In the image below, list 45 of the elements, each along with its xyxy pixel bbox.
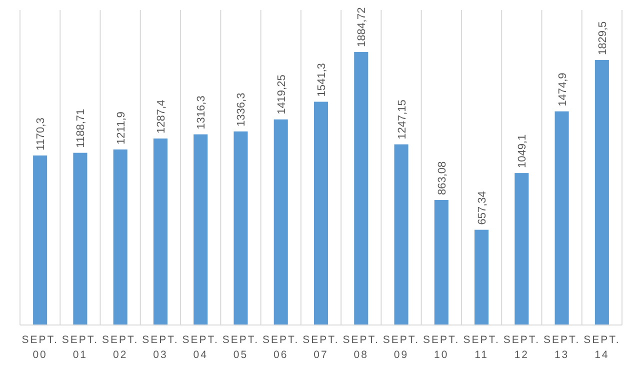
bar (554, 111, 569, 325)
data-label: 1884,72 (356, 7, 368, 47)
data-label: 1829,5 (596, 21, 609, 55)
bar (194, 134, 208, 325)
bar (514, 173, 529, 325)
bar (354, 52, 368, 325)
data-label: 1170,3 (35, 118, 48, 150)
x-tick-label: SEPT. 07 (302, 334, 340, 361)
x-tick-label: SEPT. 10 (423, 334, 460, 361)
bar (394, 144, 408, 325)
bar (73, 152, 88, 325)
data-label: 1049,1 (516, 134, 529, 168)
data-label: 1188,71 (75, 108, 88, 148)
x-tick-label: SEPT. 12 (503, 334, 540, 361)
x-tick-label: SEPT. 02 (102, 334, 139, 361)
bar (274, 119, 288, 325)
x-tick-label: SEPT. 06 (262, 334, 300, 361)
data-label: 1541,3 (316, 63, 328, 97)
bar (33, 155, 48, 325)
x-tick-label: SEPT. 03 (142, 334, 179, 361)
x-tick-label: SEPT. 08 (342, 334, 380, 361)
bar (594, 60, 609, 325)
data-label: 1316,3 (196, 96, 208, 130)
bar (153, 138, 168, 325)
x-tick-label: SEPT. 09 (382, 334, 420, 361)
x-tick-label: SEPT. 14 (584, 334, 620, 361)
data-label: 1419,25 (276, 74, 288, 114)
bar (234, 131, 248, 325)
data-label: 1336,3 (236, 92, 248, 126)
data-label: 1474,9 (556, 72, 569, 106)
bar (314, 102, 328, 325)
data-label: 863,08 (436, 161, 448, 195)
bar (434, 200, 448, 325)
x-tick-label: SEPT. 01 (62, 334, 99, 361)
data-label: 1287,4 (155, 100, 168, 134)
bar (113, 149, 128, 325)
x-tick-label: SEPT. 13 (543, 334, 580, 361)
data-label: 1211,9 (115, 112, 128, 144)
x-tick-label: SEPT. 05 (222, 334, 260, 361)
x-tick-label: SEPT. 04 (182, 334, 219, 361)
data-label: 1247,15 (396, 100, 408, 140)
x-tick-label: SEPT. 11 (463, 334, 500, 361)
x-tick-label: SEPT. 00 (22, 334, 58, 361)
data-label: 657,34 (476, 191, 489, 225)
bar (474, 230, 489, 325)
